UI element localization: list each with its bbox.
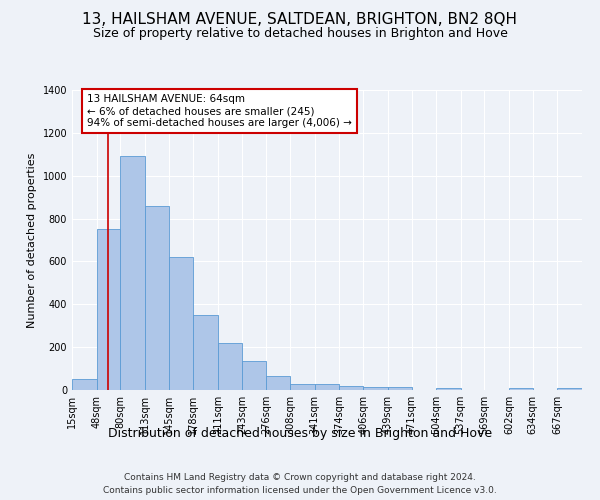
Bar <box>193 315 218 390</box>
Bar <box>363 387 388 390</box>
Text: 13 HAILSHAM AVENUE: 64sqm
← 6% of detached houses are smaller (245)
94% of semi-: 13 HAILSHAM AVENUE: 64sqm ← 6% of detach… <box>88 94 352 128</box>
Bar <box>218 343 242 390</box>
Bar <box>97 230 121 390</box>
Bar <box>509 388 533 390</box>
Bar <box>339 386 363 390</box>
Text: 13, HAILSHAM AVENUE, SALTDEAN, BRIGHTON, BN2 8QH: 13, HAILSHAM AVENUE, SALTDEAN, BRIGHTON,… <box>83 12 517 28</box>
Bar <box>266 376 290 390</box>
Bar <box>169 257 193 390</box>
Text: Contains public sector information licensed under the Open Government Licence v3: Contains public sector information licen… <box>103 486 497 495</box>
Bar <box>72 380 97 390</box>
Bar <box>315 384 339 390</box>
Bar <box>436 388 461 390</box>
Text: Size of property relative to detached houses in Brighton and Hove: Size of property relative to detached ho… <box>92 28 508 40</box>
Text: Distribution of detached houses by size in Brighton and Hove: Distribution of detached houses by size … <box>108 428 492 440</box>
Bar <box>121 156 145 390</box>
Bar <box>557 388 582 390</box>
Bar <box>290 384 315 390</box>
Text: Contains HM Land Registry data © Crown copyright and database right 2024.: Contains HM Land Registry data © Crown c… <box>124 472 476 482</box>
Bar <box>242 361 266 390</box>
Bar <box>388 387 412 390</box>
Bar <box>145 206 169 390</box>
Y-axis label: Number of detached properties: Number of detached properties <box>27 152 37 328</box>
